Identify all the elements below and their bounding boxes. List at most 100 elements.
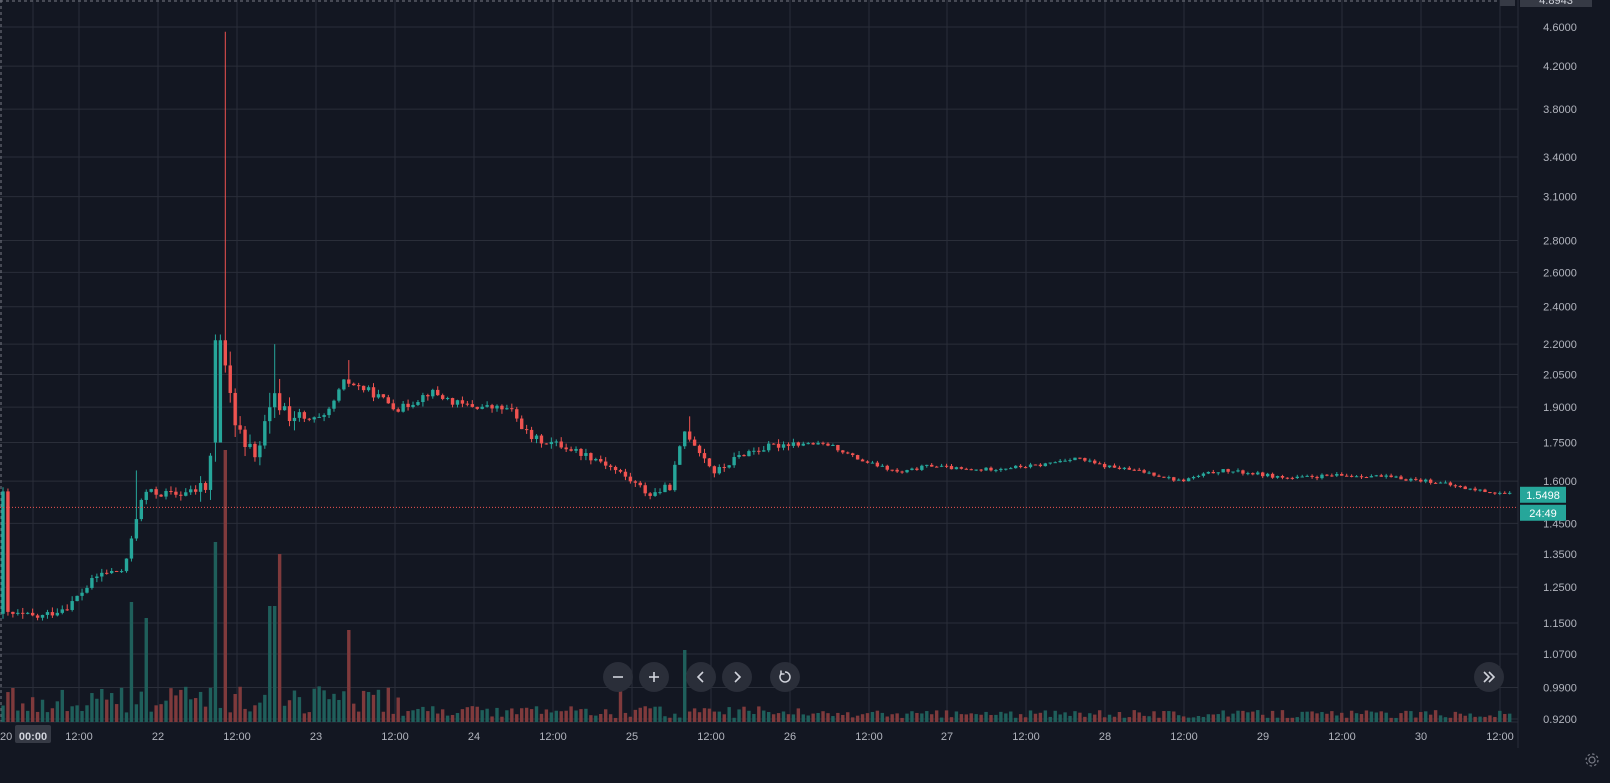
time-tick-label: 27	[941, 731, 953, 743]
reset-chart-button[interactable]	[770, 662, 800, 692]
volume-bar	[564, 710, 568, 722]
candle-body	[589, 453, 593, 461]
candle-body	[75, 595, 79, 602]
volume-bar	[653, 706, 657, 722]
volume-bar	[1340, 712, 1344, 722]
volume-bar	[1172, 711, 1176, 722]
volume-bar	[1364, 710, 1369, 722]
candle-body	[1424, 479, 1428, 482]
volume-bar	[327, 699, 331, 722]
time-tick-label: 12:00	[1012, 731, 1040, 743]
volume-bar	[816, 712, 820, 722]
volume-bar	[757, 706, 761, 722]
candle-body	[653, 492, 657, 496]
volume-bar	[465, 707, 470, 722]
volume-bar	[1315, 713, 1319, 722]
volume-bar	[1488, 715, 1492, 722]
candle-body	[826, 443, 830, 446]
candle-body	[1483, 489, 1487, 493]
time-axis: 20 00:00 12:00 22 12:00 23 12:00 24 12:00 25 12:00…	[0, 725, 1514, 743]
scroll-right-button[interactable]	[722, 662, 752, 692]
candle-body	[85, 587, 89, 593]
volume-bar	[781, 711, 786, 722]
candle-body	[455, 400, 460, 405]
volume-bar	[930, 714, 934, 722]
volume-bar	[411, 710, 415, 722]
volume-bar	[678, 717, 682, 722]
candle-body	[243, 429, 247, 448]
volume-bar	[450, 714, 455, 722]
volume-bar	[243, 708, 247, 722]
candle-body	[1369, 476, 1374, 478]
volume-bar	[1043, 710, 1048, 722]
candle-body	[890, 469, 894, 471]
volume-bar	[189, 699, 193, 722]
candle-body	[65, 609, 69, 611]
volume-bar	[307, 712, 311, 722]
candle-body	[722, 467, 726, 469]
price-axis: 4.6000 4.2000 3.8000 3.4000 3.1000 2.8000 2.60…	[1543, 22, 1577, 726]
go-to-realtime-button[interactable]	[1474, 662, 1504, 692]
candle-body	[850, 453, 855, 456]
candle-body	[786, 444, 791, 446]
volume-bar	[831, 716, 835, 722]
candle-body	[1399, 476, 1403, 480]
volume-bar	[1379, 711, 1383, 722]
candle-body	[549, 441, 554, 445]
volume-bar	[1167, 711, 1171, 722]
volume-bar	[352, 703, 356, 722]
candle-body	[1330, 475, 1334, 477]
volume-bar	[1468, 713, 1472, 722]
volume-bar	[850, 717, 855, 722]
candle-body	[791, 442, 796, 446]
volume-bar	[697, 712, 702, 722]
volume-bar	[613, 717, 618, 722]
volume-bar	[1251, 711, 1255, 722]
candle-body	[1211, 471, 1215, 474]
candle-body	[1033, 464, 1038, 466]
candle-body	[213, 340, 218, 443]
volume-bar	[302, 713, 307, 722]
candle-body	[811, 443, 815, 445]
volume-bar	[1009, 711, 1013, 722]
candle-body	[297, 412, 302, 418]
volume-bar	[944, 710, 949, 722]
volume-bar	[683, 650, 687, 722]
candle-body	[934, 466, 939, 468]
scroll-left-button[interactable]	[686, 662, 716, 692]
candle-body	[520, 418, 524, 430]
candle-body	[1320, 474, 1324, 479]
candle-body	[90, 578, 94, 588]
candle-body	[184, 492, 188, 496]
candle-body	[292, 417, 297, 422]
volume-bar	[900, 717, 904, 722]
candle-body	[1088, 460, 1092, 462]
volume-bar	[1290, 717, 1295, 722]
zoom-out-button[interactable]	[603, 662, 633, 692]
volume-bar	[80, 711, 84, 722]
candle-body	[1389, 475, 1393, 478]
candle-body	[273, 393, 277, 408]
candle-body	[159, 494, 163, 497]
volume-bar	[920, 713, 924, 722]
candle-body	[737, 455, 741, 458]
candle-body	[944, 465, 949, 467]
candle-body	[1018, 465, 1023, 468]
price-tick-label: 1.9000	[1543, 402, 1577, 414]
candle-body	[1221, 469, 1225, 473]
candle-body	[1093, 460, 1097, 464]
volume-bar	[1083, 716, 1087, 722]
grid-lines	[0, 0, 1518, 722]
volume-bar	[1157, 717, 1161, 722]
candle-body	[1275, 476, 1280, 478]
volume-bar	[317, 686, 321, 722]
volume-bar	[1478, 716, 1482, 722]
candle-body	[426, 395, 430, 397]
zoom-in-button[interactable]	[639, 662, 669, 692]
volume-bar	[925, 711, 929, 722]
chart-settings-button[interactable]	[1582, 750, 1602, 770]
volume-bar	[776, 713, 781, 722]
candle-body	[302, 412, 307, 419]
